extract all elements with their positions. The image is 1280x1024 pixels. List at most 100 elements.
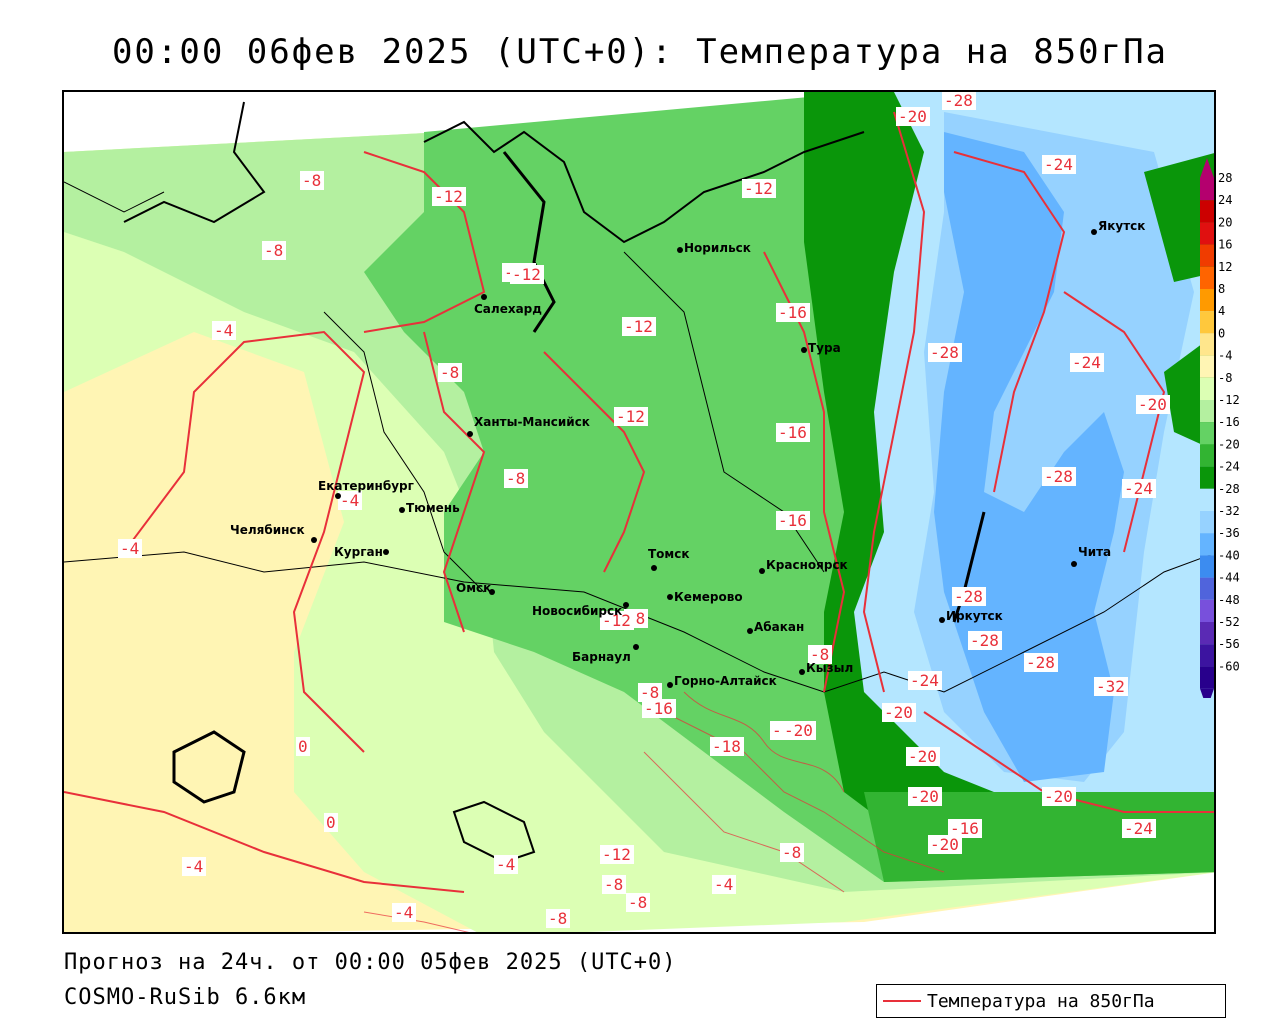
svg-text:-8: -8 (782, 843, 801, 862)
svg-text:-18: -18 (712, 737, 741, 756)
isotherm-label: -8 (546, 909, 570, 928)
coastline (423, 120, 865, 244)
isotherm-label: -8 (438, 363, 462, 382)
city-marker (667, 682, 673, 688)
model-info: COSMO-RuSib 6.6км (64, 985, 307, 1010)
svg-text:-4: -4 (120, 539, 139, 558)
colorbar-tick-label: -32 (1218, 504, 1240, 518)
svg-text:-20: -20 (1138, 395, 1167, 414)
isotherm-label: -24 (1070, 353, 1104, 372)
isotherm-label: -16 (776, 303, 810, 322)
legend: Температура на 850гПа (876, 984, 1226, 1018)
colorbar-swatch (1200, 577, 1214, 600)
svg-text:-4: -4 (184, 857, 203, 876)
svg-text:-24: -24 (910, 671, 939, 690)
colorbar-swatch (1200, 178, 1214, 201)
legend-line-swatch (883, 1000, 921, 1002)
city-marker (801, 347, 807, 353)
svg-text:-20: -20 (884, 703, 913, 722)
colorbar-tick-label: 24 (1218, 193, 1232, 207)
svg-text:-20: -20 (910, 787, 939, 806)
isotherm-label: -12 (742, 179, 776, 198)
isotherm-label: -20 (782, 721, 816, 740)
colorbar-tick-label: -60 (1218, 659, 1240, 673)
city-marker (759, 568, 765, 574)
colorbar-tick-label: 8 (1218, 282, 1225, 296)
isotherm-label: -16 (948, 819, 982, 838)
city-marker (939, 617, 945, 623)
isotherm-label: -16 (642, 699, 676, 718)
isotherm-label: -8 (602, 875, 626, 894)
city-label: Курган (334, 545, 383, 559)
svg-text:-20: -20 (908, 747, 937, 766)
temp-zone-minus32 (934, 132, 1124, 782)
isotherm-label: -4 (392, 903, 416, 922)
baikal-outline (952, 511, 986, 623)
svg-text:-8: -8 (506, 469, 525, 488)
isotherm-label: -20 (1136, 395, 1170, 414)
city-label: Абакан (754, 620, 804, 634)
border-line (64, 551, 1214, 693)
colorbar-tick-label: 0 (1218, 326, 1225, 340)
isotherm-label: -4 (212, 321, 236, 340)
svg-text:-4: -4 (714, 875, 733, 894)
isotherm-label: -12 (614, 407, 648, 426)
isotherm-label: -8 (808, 645, 832, 664)
city-marker (1091, 229, 1097, 235)
colorbar-tick-label: -4 (1218, 349, 1232, 363)
svg-text:-8: -8 (604, 875, 623, 894)
colorbar-tick-label: -48 (1218, 593, 1240, 607)
isotherm-label: -28 (968, 631, 1002, 650)
isotherm-label: -8 (780, 843, 804, 862)
map-panel[interactable]: -8-12-12-8-12-12-12-16-16-16-20-28-24-4-… (62, 90, 1216, 934)
aral-sea-outline (452, 800, 536, 864)
isotherm-label: -28 (1042, 467, 1076, 486)
colorbar-arrow-top (1200, 158, 1214, 178)
svg-text:-12: -12 (624, 317, 653, 336)
isotherm-label: -24 (1042, 155, 1076, 174)
isotherm-label: -4 (494, 855, 518, 874)
isotherm-label: -32 (1094, 677, 1128, 696)
isotherm-label: -12 (600, 611, 634, 630)
colorbar-tick-label: -12 (1218, 393, 1240, 407)
city-marker (747, 628, 753, 634)
colorbar-swatch (1200, 488, 1214, 511)
colorbar-tick-label: -44 (1218, 571, 1240, 585)
city-label: Салехард (474, 302, 542, 316)
svg-text:-8: -8 (302, 171, 321, 190)
colorbar-swatch (1200, 444, 1214, 467)
city-label: Челябинск (230, 523, 305, 537)
svg-text:-28: -28 (970, 631, 999, 650)
city-label: Кызыл (806, 661, 853, 675)
colorbar-swatch (1200, 644, 1214, 667)
city-marker (799, 669, 805, 675)
isotherm-label: -28 (942, 92, 976, 110)
svg-text:-24: -24 (1124, 819, 1153, 838)
svg-text:-24: -24 (1044, 155, 1073, 174)
colorbar-swatch (1200, 599, 1214, 622)
colorbar-tick-label: -56 (1218, 637, 1240, 651)
colorbar-swatch (1200, 200, 1214, 223)
cities-layer: Салехард Норильск Тура Якутск Ханты-Мансийск… (230, 219, 1145, 688)
isotherm-label: -16 (776, 511, 810, 530)
svg-text:-12: -12 (744, 179, 773, 198)
isotherm-label: -24 (1122, 479, 1156, 498)
city-label: Ханты-Мансийск (474, 415, 590, 429)
colorbar-swatch (1200, 666, 1214, 689)
isotherm-label: -20 (1042, 787, 1076, 806)
city-marker (633, 644, 639, 650)
svg-text:-4: -4 (340, 491, 359, 510)
isotherm-label: -24 (908, 671, 942, 690)
map-canvas: -8-12-12-8-12-12-12-16-16-16-20-28-24-4-… (64, 92, 1214, 932)
colorbar-swatch (1200, 377, 1214, 400)
colorbar-swatch (1200, 622, 1214, 645)
city-label: Красноярск (766, 558, 848, 572)
svg-text:-16: -16 (778, 511, 807, 530)
isotherm-label: -8 (638, 683, 662, 702)
city-marker (481, 294, 487, 300)
city-label: Тура (808, 341, 841, 355)
city-label: Кемерово (674, 590, 743, 604)
city-label: Иркутск (946, 609, 1003, 623)
colorbar-tick-label: -28 (1218, 482, 1240, 496)
svg-text:-20: -20 (898, 107, 927, 126)
